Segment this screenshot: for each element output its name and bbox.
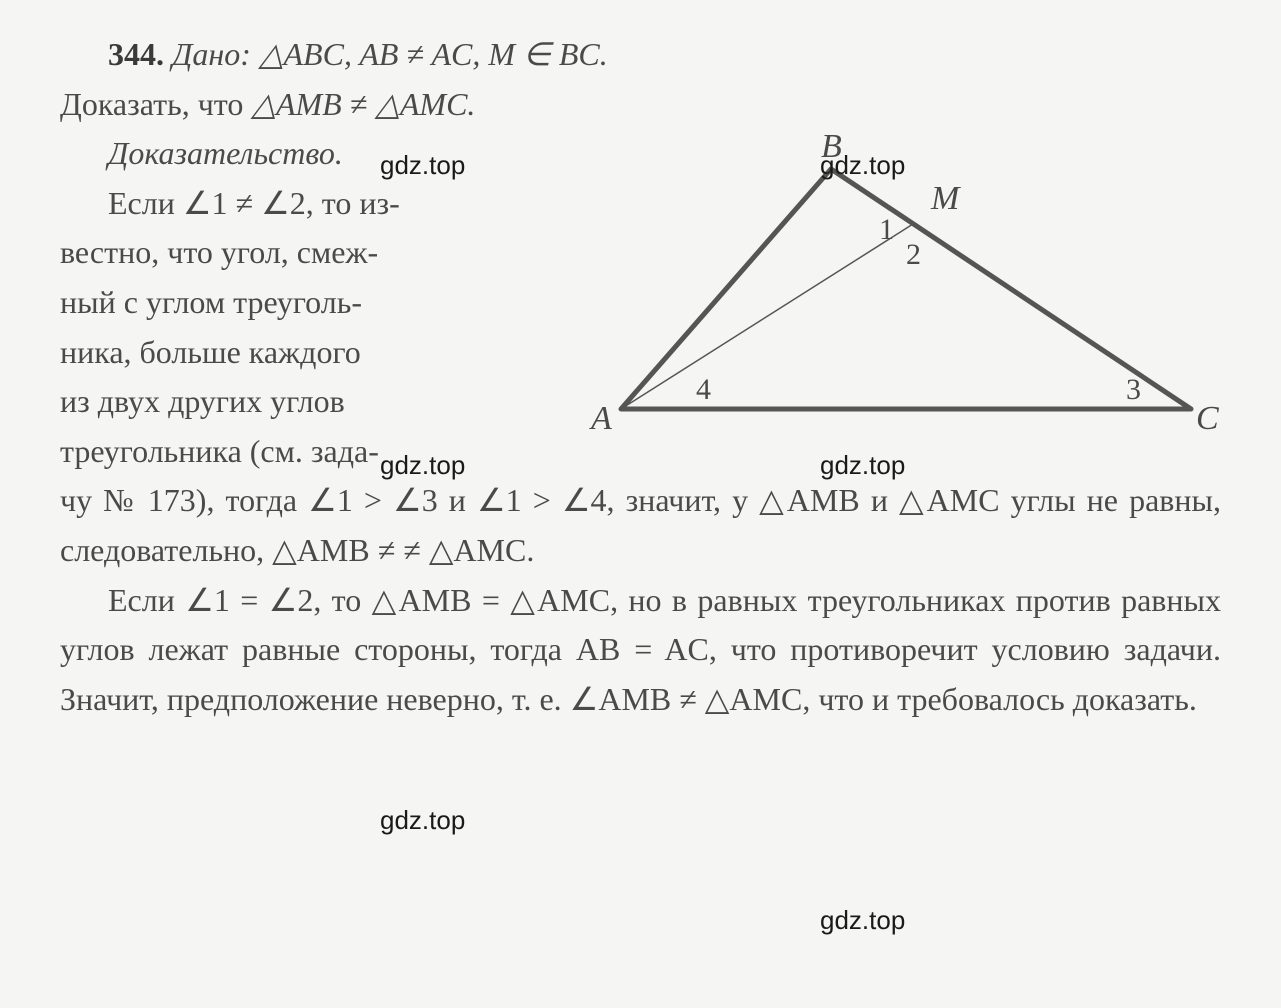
page-root: 344. Дано: △ABC, AB ≠ AC, M ∈ BC. Доказа…: [0, 0, 1281, 1008]
prove-label: Доказать, что: [60, 86, 251, 122]
watermark-6: gdz.top: [820, 900, 905, 940]
given-label: Дано:: [172, 36, 251, 72]
triangle-svg: A B C M 12 3 4: [581, 129, 1221, 449]
vertex-label: B: [821, 129, 842, 165]
proof-block: ABCM 1234 Доказательство. Если ∠1 ≠ ∠2, …: [60, 129, 1221, 724]
given-text: △ABC, AB ≠ AC, M ∈ BC.: [251, 36, 608, 72]
given-line: 344. Дано: △ABC, AB ≠ AC, M ∈ BC.: [60, 30, 1221, 80]
vertex-label: C: [1196, 400, 1219, 437]
vertex-label: M: [930, 180, 961, 217]
triangle-figure: A B C M 12 3 4: [581, 129, 1221, 449]
prove-line: Доказать, что △AMB ≠ △AMC.: [60, 80, 1221, 130]
problem-number: 344.: [108, 36, 164, 72]
angle-number: 1: [879, 213, 894, 246]
angle-number: 4: [696, 373, 711, 406]
proof-tail: чу № 173), тогда ∠1 > ∠3 и ∠1 > ∠4, знач…: [60, 476, 1221, 575]
prove-text: △AMB ≠ △AMC.: [251, 86, 475, 122]
angle-number: 2: [906, 238, 921, 271]
angle-number: 3: [1126, 373, 1141, 406]
angle-numbers: 12 3 4: [696, 213, 1141, 406]
vertex-label: A: [589, 400, 612, 437]
proof-para2: Если ∠1 = ∠2, то △AMB = △AMC, но в равны…: [60, 576, 1221, 725]
watermark-5: gdz.top: [380, 800, 465, 840]
vertex-labels: A B C M: [589, 129, 1219, 437]
